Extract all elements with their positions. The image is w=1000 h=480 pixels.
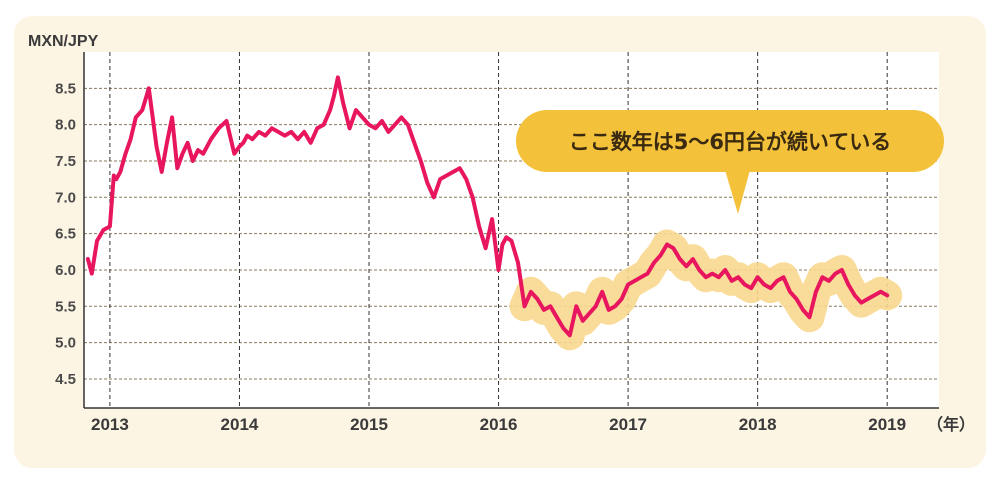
y-tick-label: 7.0 [55,189,76,206]
x-axis-unit: （年） [927,415,975,434]
callout-bubble: ここ数年は5～6円台が続いている [516,110,944,214]
y-tick-label: 5.5 [55,298,76,315]
y-tick-label: 5.0 [55,335,76,352]
x-tick-label: 2016 [480,415,518,434]
y-tick-label: 7.5 [55,153,76,170]
x-tick-label: 2013 [91,415,129,434]
x-tick-label: 2015 [350,415,388,434]
x-tick-label: 2017 [609,415,647,434]
callout-text: ここ数年は5～6円台が続いている [569,130,892,154]
x-tick-label: 2014 [221,415,259,434]
y-tick-label: 4.5 [55,371,76,388]
x-tick-labels: 2013 2014 2015 2016 2017 2018 2019 [91,415,906,434]
y-tick-label: 6.5 [55,226,76,243]
x-tick-label: 2019 [868,415,906,434]
callout-shape [516,110,944,172]
y-tick-label: 8.5 [55,80,76,97]
plot-area [84,52,939,408]
y-tick-label: 6.0 [55,262,76,279]
y-tick-label: 8.0 [55,117,76,134]
callout-pointer [725,170,750,214]
price-line [85,75,890,338]
x-tick-label: 2018 [739,415,777,434]
y-axis-label: MXN/JPY [28,33,99,50]
y-tick-labels: 4.5 5.0 5.5 6.0 6.5 7.0 7.5 8.0 8.5 [55,80,76,388]
